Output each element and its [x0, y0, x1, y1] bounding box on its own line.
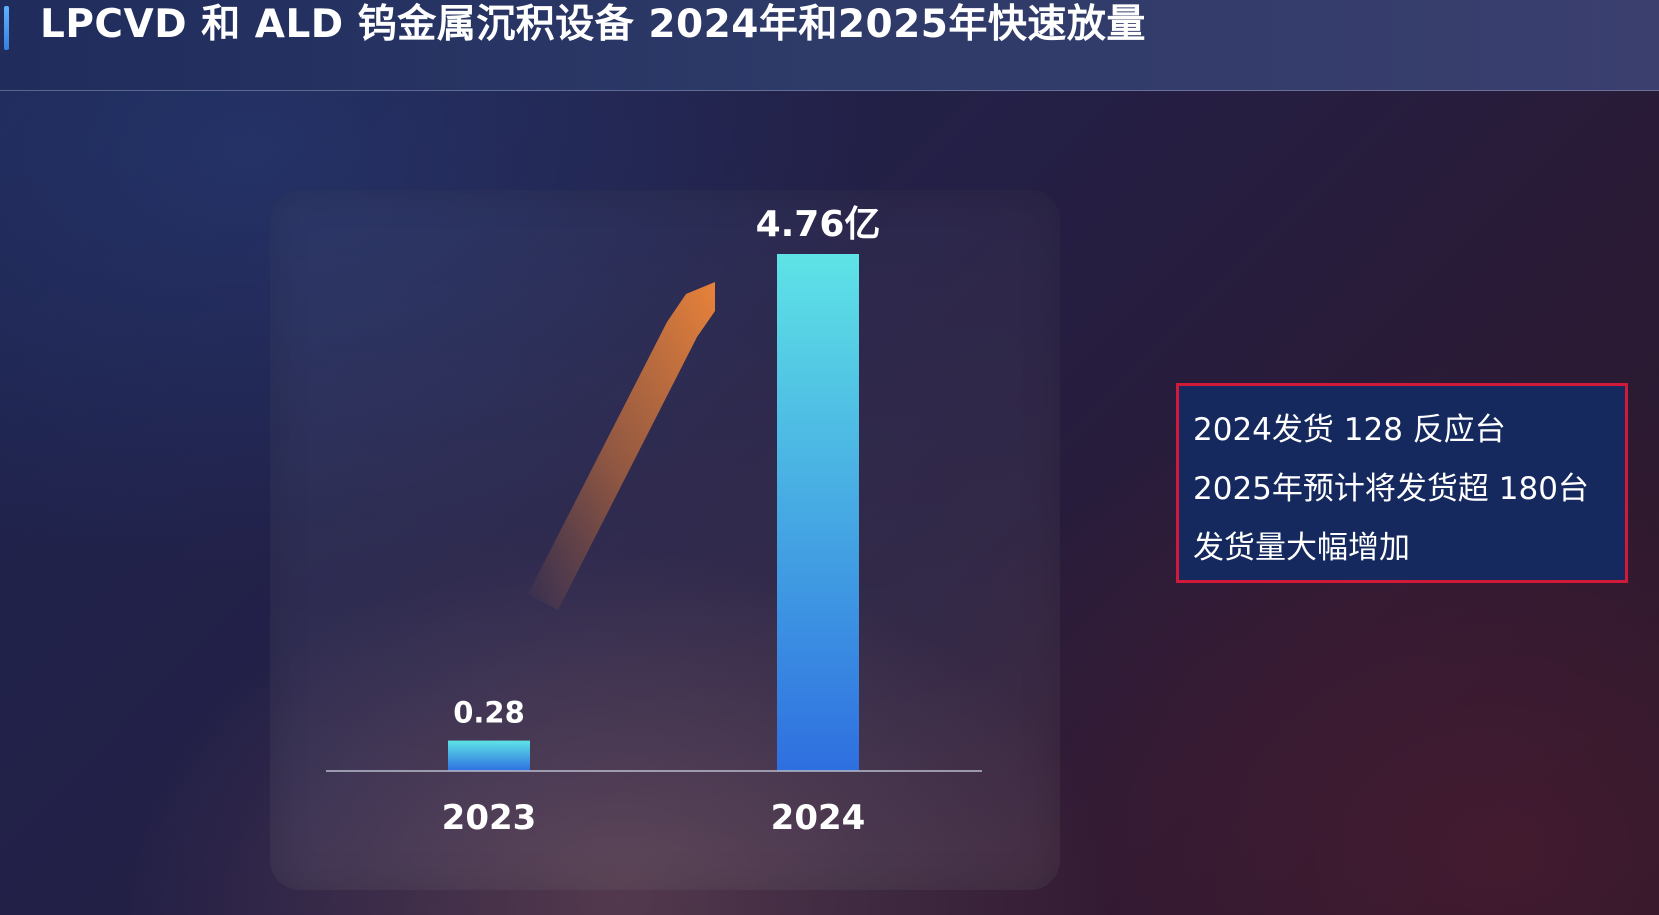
info-line-growth-note: 发货量大幅增加: [1193, 530, 1410, 566]
bar-2023: [448, 740, 530, 771]
header-accent-bar: [4, 6, 9, 50]
chart-card: [270, 190, 1060, 890]
x-tick-label-2024: 2024: [771, 798, 866, 838]
data-label-2024: 4.76亿: [756, 204, 881, 245]
info-line-2024-shipments: 2024发货 128 反应台: [1193, 412, 1506, 448]
page-title: LPCVD 和 ALD 钨金属沉积设备 2024年和2025年快速放量: [40, 2, 1146, 47]
data-label-2023: 0.28: [453, 696, 525, 730]
shipment-info-box: 2024发货 128 反应台 2025年预计将发货超 180台 发货量大幅增加: [1176, 383, 1628, 583]
info-line-2025-forecast: 2025年预计将发货超 180台: [1193, 471, 1589, 507]
bar-2024: [777, 254, 859, 771]
x-tick-label-2023: 2023: [442, 798, 537, 838]
header-bar: LPCVD 和 ALD 钨金属沉积设备 2024年和2025年快速放量: [0, 0, 1659, 91]
growth-arrow-icon: [528, 282, 715, 610]
